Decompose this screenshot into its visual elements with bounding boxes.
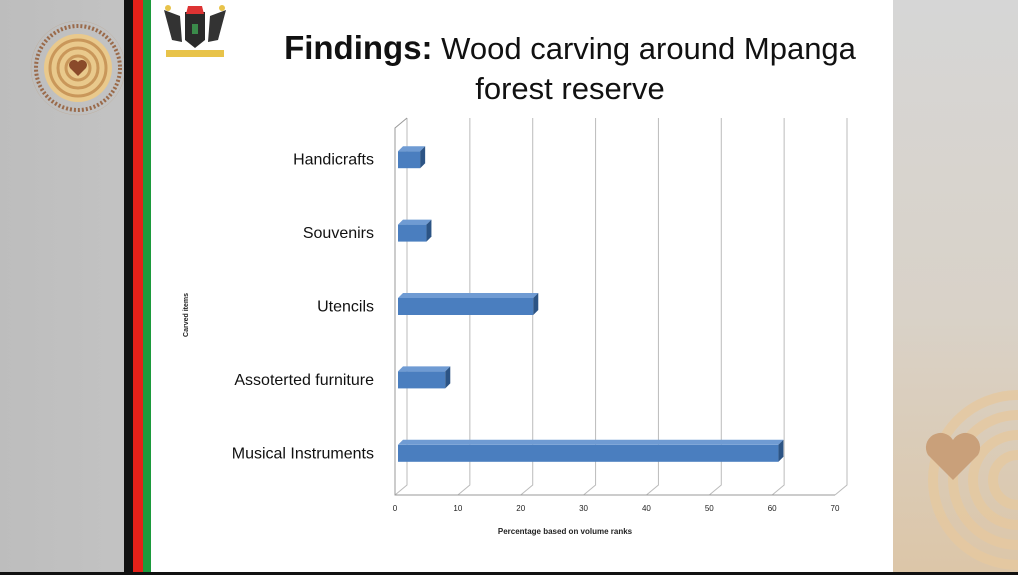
slide-title: Findings: Wood carving around Mpanga for… — [240, 28, 900, 109]
gridline — [646, 118, 659, 496]
bar-top — [398, 439, 784, 445]
uganda-coat-of-arms-icon — [164, 5, 226, 57]
title-line2: forest reserve — [475, 71, 665, 106]
wood-rings-icon — [925, 390, 1018, 570]
gridline — [520, 118, 534, 496]
right-decor — [893, 0, 1018, 572]
x-tick-label: 60 — [768, 504, 777, 513]
bar — [398, 298, 534, 315]
bar — [398, 371, 446, 389]
gridline — [583, 118, 597, 496]
bar-side — [426, 219, 432, 242]
bar-side — [533, 293, 539, 315]
bar-top — [398, 219, 432, 225]
uganda-flag-stripes — [124, 0, 151, 572]
x-tick-label: 10 — [453, 504, 462, 513]
slide — [151, 0, 893, 572]
category-label: Musical Instruments — [232, 445, 374, 462]
gridline — [834, 118, 848, 496]
x-axis-label: Percentage based on volume ranks — [498, 527, 633, 536]
bottom-bar — [0, 572, 1018, 575]
category-label: Utencils — [317, 299, 374, 316]
bar-top — [398, 146, 426, 152]
category-label: Souvenirs — [303, 225, 374, 242]
bar-side — [420, 146, 426, 169]
bar-top — [398, 293, 539, 298]
bar-side — [778, 439, 784, 462]
bar-top — [398, 366, 451, 372]
y-axis-label: Carved items — [183, 293, 190, 337]
bar — [398, 151, 421, 169]
axis-line — [394, 117, 835, 496]
title-bold: Findings: — [284, 29, 433, 66]
x-tick-label: 40 — [642, 504, 651, 513]
x-tick-label: 30 — [579, 504, 588, 513]
category-label: Handicrafts — [293, 152, 374, 169]
gridline — [457, 118, 471, 496]
gridline — [708, 118, 722, 496]
x-tick-label: 0 — [393, 504, 398, 513]
bar — [398, 224, 427, 242]
x-tick-label: 20 — [516, 504, 525, 513]
gridline — [771, 118, 785, 496]
category-label: Assoterted furniture — [234, 372, 374, 389]
bar-side — [445, 366, 451, 389]
bar-chart: 0 10 20 30 40 50 60 70 Handicrafts Souvenirs Uten… — [183, 117, 848, 536]
x-tick-label: 50 — [705, 504, 714, 513]
title-rest: Wood carving around Mpanga — [441, 31, 856, 66]
x-tick-label: 70 — [831, 504, 840, 513]
bar — [398, 444, 779, 462]
world-wood-day-logo — [30, 20, 126, 116]
